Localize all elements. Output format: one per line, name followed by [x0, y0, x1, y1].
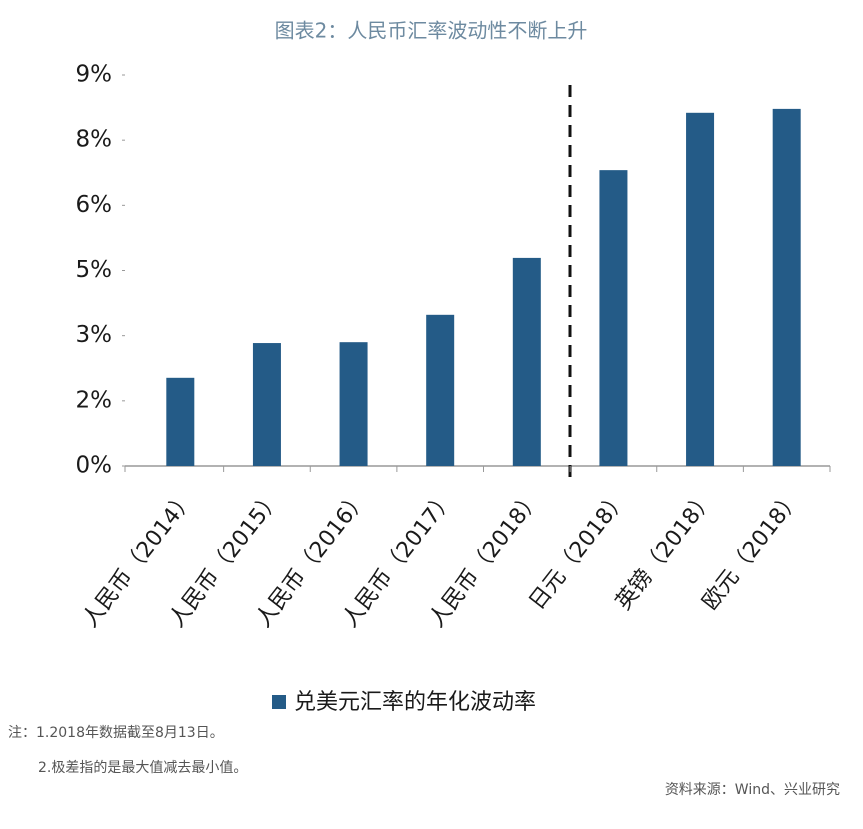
bar [426, 314, 455, 466]
bar [339, 342, 368, 466]
y-tick-label: 9% [76, 62, 113, 88]
legend-label: 兑美元汇率的年化波动率 [294, 690, 536, 715]
note: 2.极差指的是最大值减去最小值。 [38, 760, 247, 776]
legend-swatch [272, 695, 286, 709]
y-tick-label: 0% [76, 453, 113, 479]
bar [512, 257, 541, 466]
note: 注：1.2018年数据截至8月13日。 [8, 725, 224, 741]
y-tick-label: 2% [76, 387, 113, 413]
bar [166, 377, 195, 466]
bar [252, 343, 281, 466]
chart-title: 图表2：人民币汇率波动性不断上升 [275, 19, 588, 43]
source: 资料来源：Wind、兴业研究 [665, 782, 840, 798]
y-tick-label: 5% [76, 257, 113, 283]
y-tick-label: 6% [76, 192, 113, 218]
bar [772, 108, 801, 467]
y-tick-label: 3% [76, 322, 113, 348]
bar [686, 112, 715, 467]
bar [599, 170, 628, 467]
y-tick-label: 8% [76, 127, 113, 153]
